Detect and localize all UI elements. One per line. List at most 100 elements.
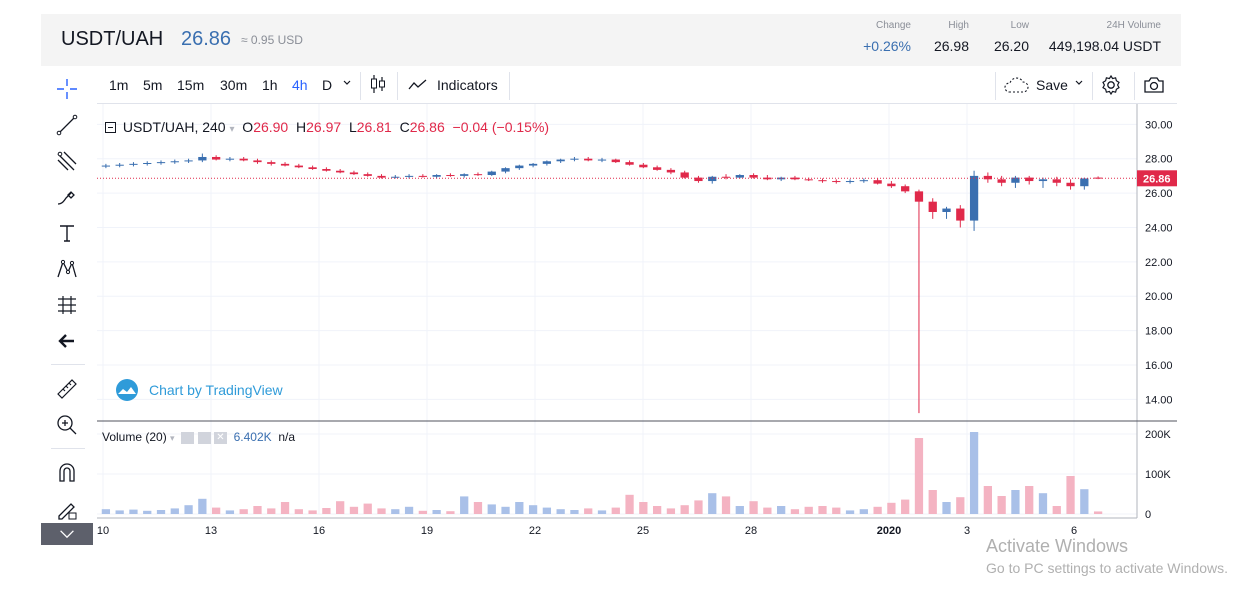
- volume-bar: [1011, 490, 1020, 514]
- candle-body: [942, 208, 951, 212]
- trend-line-icon[interactable]: [52, 110, 82, 140]
- volume-bar: [294, 509, 303, 514]
- volume-bar: [515, 502, 524, 514]
- tradingview-branding[interactable]: Chart by TradingView: [114, 379, 283, 401]
- legend-symbol: USDT/UAH, 240: [122, 119, 226, 135]
- brush-icon[interactable]: [52, 182, 82, 212]
- candle-body: [749, 175, 758, 178]
- legend-dropdown-icon[interactable]: ▾: [229, 124, 235, 135]
- stat-volume: 24H Volume 449,198.04 USDT: [1035, 20, 1161, 54]
- legend-h-label: H: [296, 119, 307, 135]
- price-tick-label: 26.00: [1145, 188, 1173, 200]
- volume-bar: [487, 504, 496, 514]
- toolbar-divider: [509, 72, 510, 100]
- stat-change-value: +0.26%: [863, 38, 911, 54]
- time-tick-label: 6: [1071, 525, 1077, 537]
- interval-15m[interactable]: 15m: [177, 77, 205, 93]
- candle-body: [1066, 182, 1075, 187]
- volume-dropdown-icon[interactable]: ▾: [170, 433, 175, 443]
- price-tick-label: 30.00: [1145, 119, 1173, 131]
- indicators-icon[interactable]: [408, 78, 428, 95]
- interval-dropdown-icon[interactable]: [342, 75, 352, 91]
- interval-1h[interactable]: 1h: [262, 77, 278, 93]
- last-price: 26.86: [181, 28, 232, 50]
- candle-body: [184, 160, 193, 162]
- volume-bar: [735, 506, 744, 514]
- price-tick-label: 18.00: [1145, 326, 1173, 338]
- camera-icon[interactable]: [1143, 75, 1165, 98]
- price-chart[interactable]: 30.00 28.00 26.00 24.00 22.00 20.00 18.00 16.00…: [97, 104, 1177, 544]
- time-tick-label: 22: [529, 525, 541, 537]
- interval-1m[interactable]: 1m: [109, 77, 129, 93]
- tradingview-link[interactable]: Chart by TradingView: [149, 382, 283, 398]
- volume-tick-label: 200K: [1145, 429, 1171, 441]
- volume-value: 6.402K: [233, 430, 272, 444]
- candle-body: [708, 176, 717, 182]
- volume-bar: [680, 505, 689, 514]
- activate-windows-title: Activate Windows: [986, 536, 1129, 556]
- candle-body: [928, 201, 937, 212]
- gear-icon[interactable]: [1100, 74, 1122, 99]
- price-tick-label: 20.00: [1145, 291, 1173, 303]
- volume-bar: [170, 508, 179, 514]
- fib-tool-icon[interactable]: [52, 146, 82, 176]
- chart-grid: [97, 104, 1137, 515]
- time-tick-label: 19: [421, 525, 433, 537]
- settings-small-icon[interactable]: [197, 431, 211, 444]
- interval-5m[interactable]: 5m: [143, 77, 163, 93]
- volume-bar: [322, 508, 331, 514]
- interval-30m[interactable]: 30m: [220, 77, 248, 93]
- eye-icon[interactable]: [181, 431, 195, 444]
- candle-body: [115, 164, 124, 166]
- candle-body: [101, 165, 111, 167]
- candle-body: [473, 174, 483, 176]
- magnet-icon[interactable]: [52, 458, 82, 488]
- volume-bar: [349, 506, 359, 514]
- price-tick-label: 24.00: [1145, 222, 1173, 234]
- candles: [101, 153, 1103, 414]
- interval-1d[interactable]: D: [322, 77, 333, 93]
- volume-bar: [790, 509, 800, 514]
- volume-bar: [280, 502, 290, 514]
- candle-body: [597, 159, 607, 161]
- toolbar-collapse-button[interactable]: [41, 523, 93, 545]
- candle-body: [239, 158, 248, 161]
- stat-low-label: Low: [1010, 20, 1029, 31]
- chart-type-candles-icon[interactable]: [369, 74, 387, 97]
- candle-body: [652, 167, 662, 170]
- volume-bar: [845, 510, 855, 514]
- pair-title: USDT/UAH: [61, 28, 164, 50]
- indicators-button[interactable]: Indicators: [437, 77, 498, 93]
- candle-body: [156, 162, 166, 164]
- volume-bar: [818, 506, 827, 514]
- candle-body: [1080, 178, 1089, 187]
- volume-bar: [1080, 489, 1089, 514]
- crosshair-icon[interactable]: [52, 74, 82, 104]
- interval-4h[interactable]: 4h: [292, 77, 308, 93]
- candle-body: [225, 158, 235, 160]
- ruler-icon[interactable]: [52, 374, 82, 404]
- lock-drawings-icon[interactable]: [52, 494, 82, 524]
- candle-body: [212, 156, 221, 160]
- candle-body: [666, 169, 676, 173]
- volume-bar: [969, 432, 979, 514]
- activate-windows-subtitle: Go to PC settings to activate Windows.: [986, 560, 1228, 576]
- volume-bar: [804, 506, 813, 514]
- cloud-save-icon[interactable]: [1003, 76, 1029, 97]
- close-icon[interactable]: ✕: [213, 431, 227, 444]
- save-button[interactable]: Save: [1036, 77, 1068, 93]
- time-tick-label: 13: [205, 525, 217, 537]
- save-dropdown-icon[interactable]: [1074, 75, 1084, 91]
- candle-body: [680, 172, 689, 178]
- prediction-tool-icon[interactable]: [52, 290, 82, 320]
- volume-bar: [418, 510, 427, 514]
- legend-collapse-icon[interactable]: [105, 122, 116, 133]
- candle-body: [983, 175, 992, 180]
- zoom-in-icon[interactable]: [52, 410, 82, 440]
- candle-body: [129, 163, 138, 165]
- pattern-tool-icon[interactable]: [52, 254, 82, 284]
- back-arrow-icon[interactable]: [52, 326, 82, 356]
- chart-axes: 30.00 28.00 26.00 24.00 22.00 20.00 18.00 16.00…: [97, 104, 1177, 537]
- text-tool-icon[interactable]: [52, 218, 82, 248]
